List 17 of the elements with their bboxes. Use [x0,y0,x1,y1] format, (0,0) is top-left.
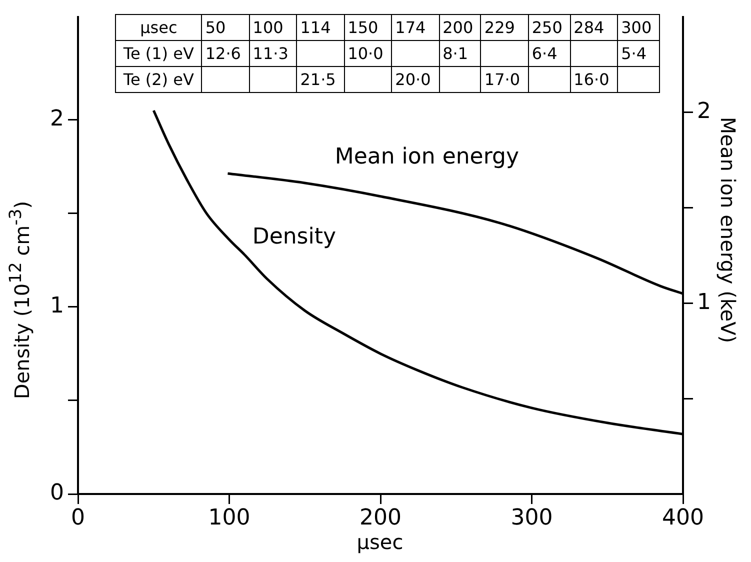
text: Te (2) eV 21·5 20·0 17·0 16·0 [123,70,610,89]
y-tick-label: 0 [50,480,64,506]
x-axis-title: μsec [356,530,404,554]
y2-axis-title: Mean ion energy (keV) [716,116,740,344]
x-tick-label: 0 [71,506,85,531]
y2-tick-label: 1 [697,290,711,315]
x-tick-label: 100 [208,506,250,531]
text: μsec 50 100 114 150 174 200 229 250 284 300 [140,18,652,37]
y2-tick-label: 2 [697,99,711,124]
series-label: Mean ion energy [334,144,519,170]
y-tick-label: 1 [50,294,64,319]
y-tick-label: 2 [50,106,64,132]
series-label: Density [252,224,336,250]
x-tick-label: 400 [662,506,704,531]
x-tick-label: 300 [510,506,553,531]
text: Te (1) eV 12·6 11·3 10·0 8·1 6·4 5·4 [123,44,647,63]
x-tick-label: 200 [360,506,402,531]
